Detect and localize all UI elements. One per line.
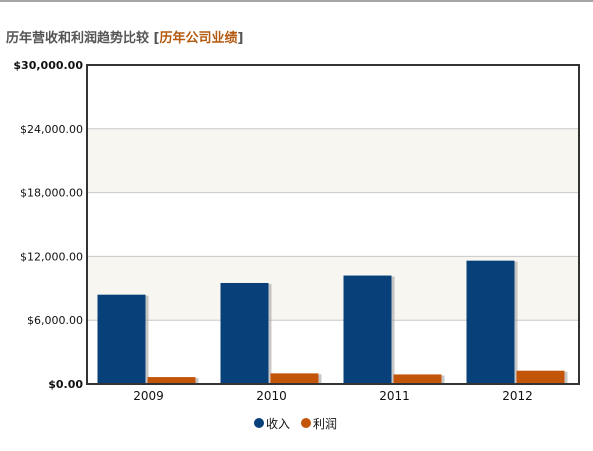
section-title: 历年营收和利润趋势比较 [6, 31, 150, 46]
x-axis-labels: 2009 2010 2011 2012 [133, 389, 533, 403]
bar-revenue [97, 294, 146, 384]
y-tick-label: $6,000.00 [27, 314, 83, 327]
plot-band [87, 128, 579, 193]
legend-label-profit: 利润 [313, 417, 337, 431]
x-tick-label: 2010 [256, 389, 287, 403]
y-tick-label: $12,000.00 [20, 250, 83, 263]
bar-revenue [220, 282, 269, 384]
y-tick-label: $24,000.00 [20, 123, 83, 136]
bar-revenue [343, 275, 392, 384]
x-tick-label: 2012 [502, 389, 533, 403]
x-tick-label: 2011 [379, 389, 410, 403]
section-header: 历年营收和利润趋势比较 [历年公司业绩] [6, 27, 243, 46]
legend: 收入 利润 [254, 417, 337, 431]
bar-profit [147, 377, 196, 384]
bar-revenue [466, 260, 515, 384]
bracket-close: ] [237, 31, 244, 46]
bracket-open: [ [153, 31, 160, 46]
bar-profit [516, 370, 565, 384]
bar-profit [393, 374, 442, 384]
y-axis-labels: $0.00 $6,000.00 $12,000.00 $18,000.00 $24,00… [13, 59, 83, 391]
plot-frame [86, 64, 580, 385]
x-tick-label: 2009 [133, 389, 164, 403]
bar-profit [270, 373, 319, 384]
y-tick-label: $30,000.00 [13, 59, 83, 72]
legend-marker-revenue [254, 418, 264, 428]
bar-group [97, 260, 568, 384]
legend-label-revenue: 收入 [266, 417, 290, 431]
y-tick-label: $0.00 [48, 378, 83, 391]
top-divider [0, 0, 593, 2]
y-tick-label: $18,000.00 [20, 187, 83, 200]
legend-marker-profit [301, 418, 311, 428]
company-performance-link[interactable]: 历年公司业绩 [159, 31, 238, 46]
